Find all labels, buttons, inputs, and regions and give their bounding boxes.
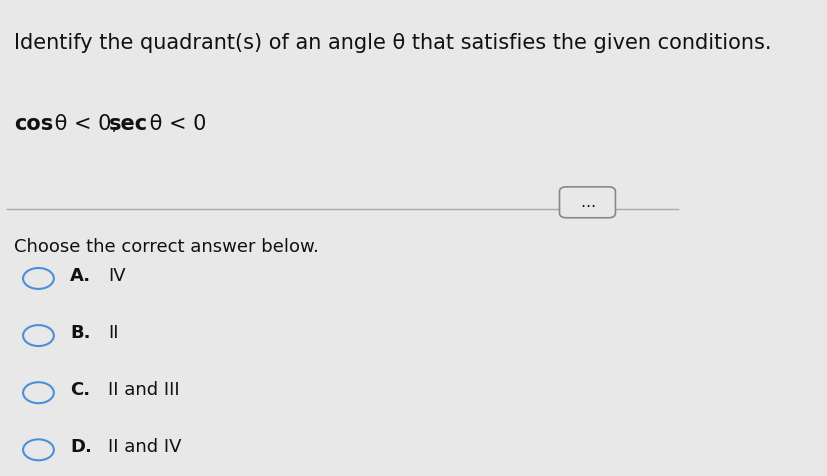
Text: Choose the correct answer below.: Choose the correct answer below. (14, 238, 318, 256)
Text: θ < 0: θ < 0 (143, 114, 207, 134)
Text: A.: A. (69, 267, 91, 285)
Text: B.: B. (69, 324, 90, 342)
Text: D.: D. (69, 438, 92, 456)
Text: II and IV: II and IV (108, 438, 182, 456)
Text: sec: sec (108, 114, 147, 134)
Text: Identify the quadrant(s) of an angle θ that satisfies the given conditions.: Identify the quadrant(s) of an angle θ t… (14, 33, 771, 53)
Text: II and III: II and III (108, 381, 179, 399)
Text: θ < 0,: θ < 0, (47, 114, 117, 134)
FancyBboxPatch shape (559, 187, 614, 218)
Text: II: II (108, 324, 119, 342)
Text: …: … (579, 195, 595, 210)
Text: cos: cos (14, 114, 53, 134)
Text: IV: IV (108, 267, 126, 285)
Text: C.: C. (69, 381, 90, 399)
